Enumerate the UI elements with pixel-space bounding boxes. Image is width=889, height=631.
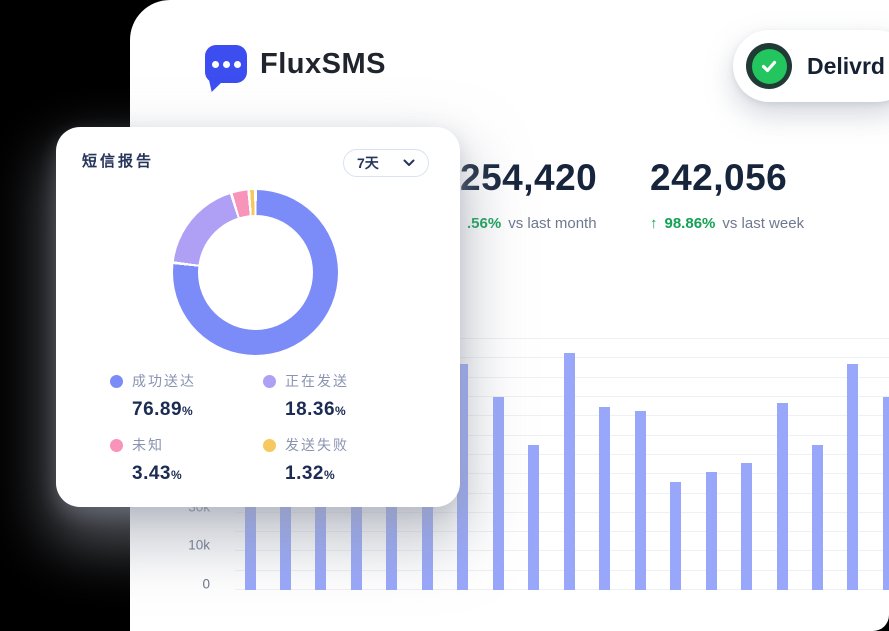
chevron-down-icon [403,159,415,166]
trend-up-icon: ↑ [650,215,658,232]
legend-dot-icon [110,374,123,388]
bar [599,406,611,590]
legend-unit: % [170,468,182,482]
legend-item-unknown: 未知 3.43% [110,435,260,485]
legend-value: 76.89 [132,399,183,420]
stat-delta: 98.86% [664,215,716,232]
y-axis-tick-label: 10k [188,537,210,553]
gridline [235,511,889,513]
bar [492,397,504,590]
gridline [235,338,889,340]
legend-label: 成功送达 [132,373,196,389]
delivery-donut-chart [173,190,338,355]
stat-total-week: 242,056 ↑ 98.86% vs last week [650,157,805,233]
gridline [235,492,889,494]
legend-dot-icon [110,438,123,452]
status-badge-label: Delivrd [807,52,885,79]
check-circle-icon [746,43,792,89]
legend-value: 18.36 [285,399,336,420]
bar [670,481,682,590]
legend-unit: % [182,404,193,418]
chat-bubble-icon [205,45,247,83]
brand-logo: FluxSMS [205,45,386,83]
legend-unit: % [335,404,346,418]
gridline [235,453,889,455]
gridline [235,434,889,436]
legend-value: 3.43 [132,463,171,484]
date-range-dropdown[interactable]: 7天 [343,149,429,177]
gridline [235,357,889,359]
stat-period: vs last week [722,215,805,232]
stat-total-month: 254,420 .56% vs last month [460,157,598,233]
bar [457,364,469,590]
stat-value: 242,056 [650,157,788,198]
gridline [235,531,889,533]
legend-label: 未知 [132,437,164,453]
y-axis-tick-label: 0 [202,576,210,592]
legend-item-sending: 正在发送 18.36% [263,371,413,421]
stat-delta: .56% [467,215,502,232]
bar [705,472,717,590]
bar [812,445,824,590]
brand-name: FluxSMS [260,47,386,80]
gridline [235,550,889,552]
legend-item-failed: 发送失败 1.32% [263,435,413,485]
bar [528,445,540,590]
stat-value: 254,420 [460,157,598,198]
bar [350,424,362,590]
legend-item-delivered: 成功送达 76.89% [110,371,260,421]
stat-period: vs last month [508,215,597,232]
legend-dot-icon [263,374,276,388]
gridline [235,473,889,475]
bar [882,397,889,590]
legend-value: 1.32 [285,463,324,484]
bar [776,402,788,590]
date-range-value: 7天 [357,155,379,171]
gridline [235,569,889,571]
bar [634,410,646,590]
gridline [235,396,889,397]
gridline [235,415,889,417]
dashboard-card: 010k30k FluxSMS Delivrd 254,420 .56% [130,0,889,631]
legend-unit: % [323,468,335,482]
legend-dot-icon [263,438,276,452]
bar [741,462,753,590]
gridline [235,589,889,590]
report-card-title: 短信报告 [82,153,155,170]
gridline [235,376,889,378]
legend-label: 正在发送 [285,373,349,389]
bar [847,364,859,590]
legend-label: 发送失败 [285,437,349,453]
bar [563,352,575,590]
delivered-status-badge: Delivrd [733,30,889,102]
sms-report-card: 短信报告 7天 成功送达 76.89% 正在发送 18.36% [56,127,460,507]
